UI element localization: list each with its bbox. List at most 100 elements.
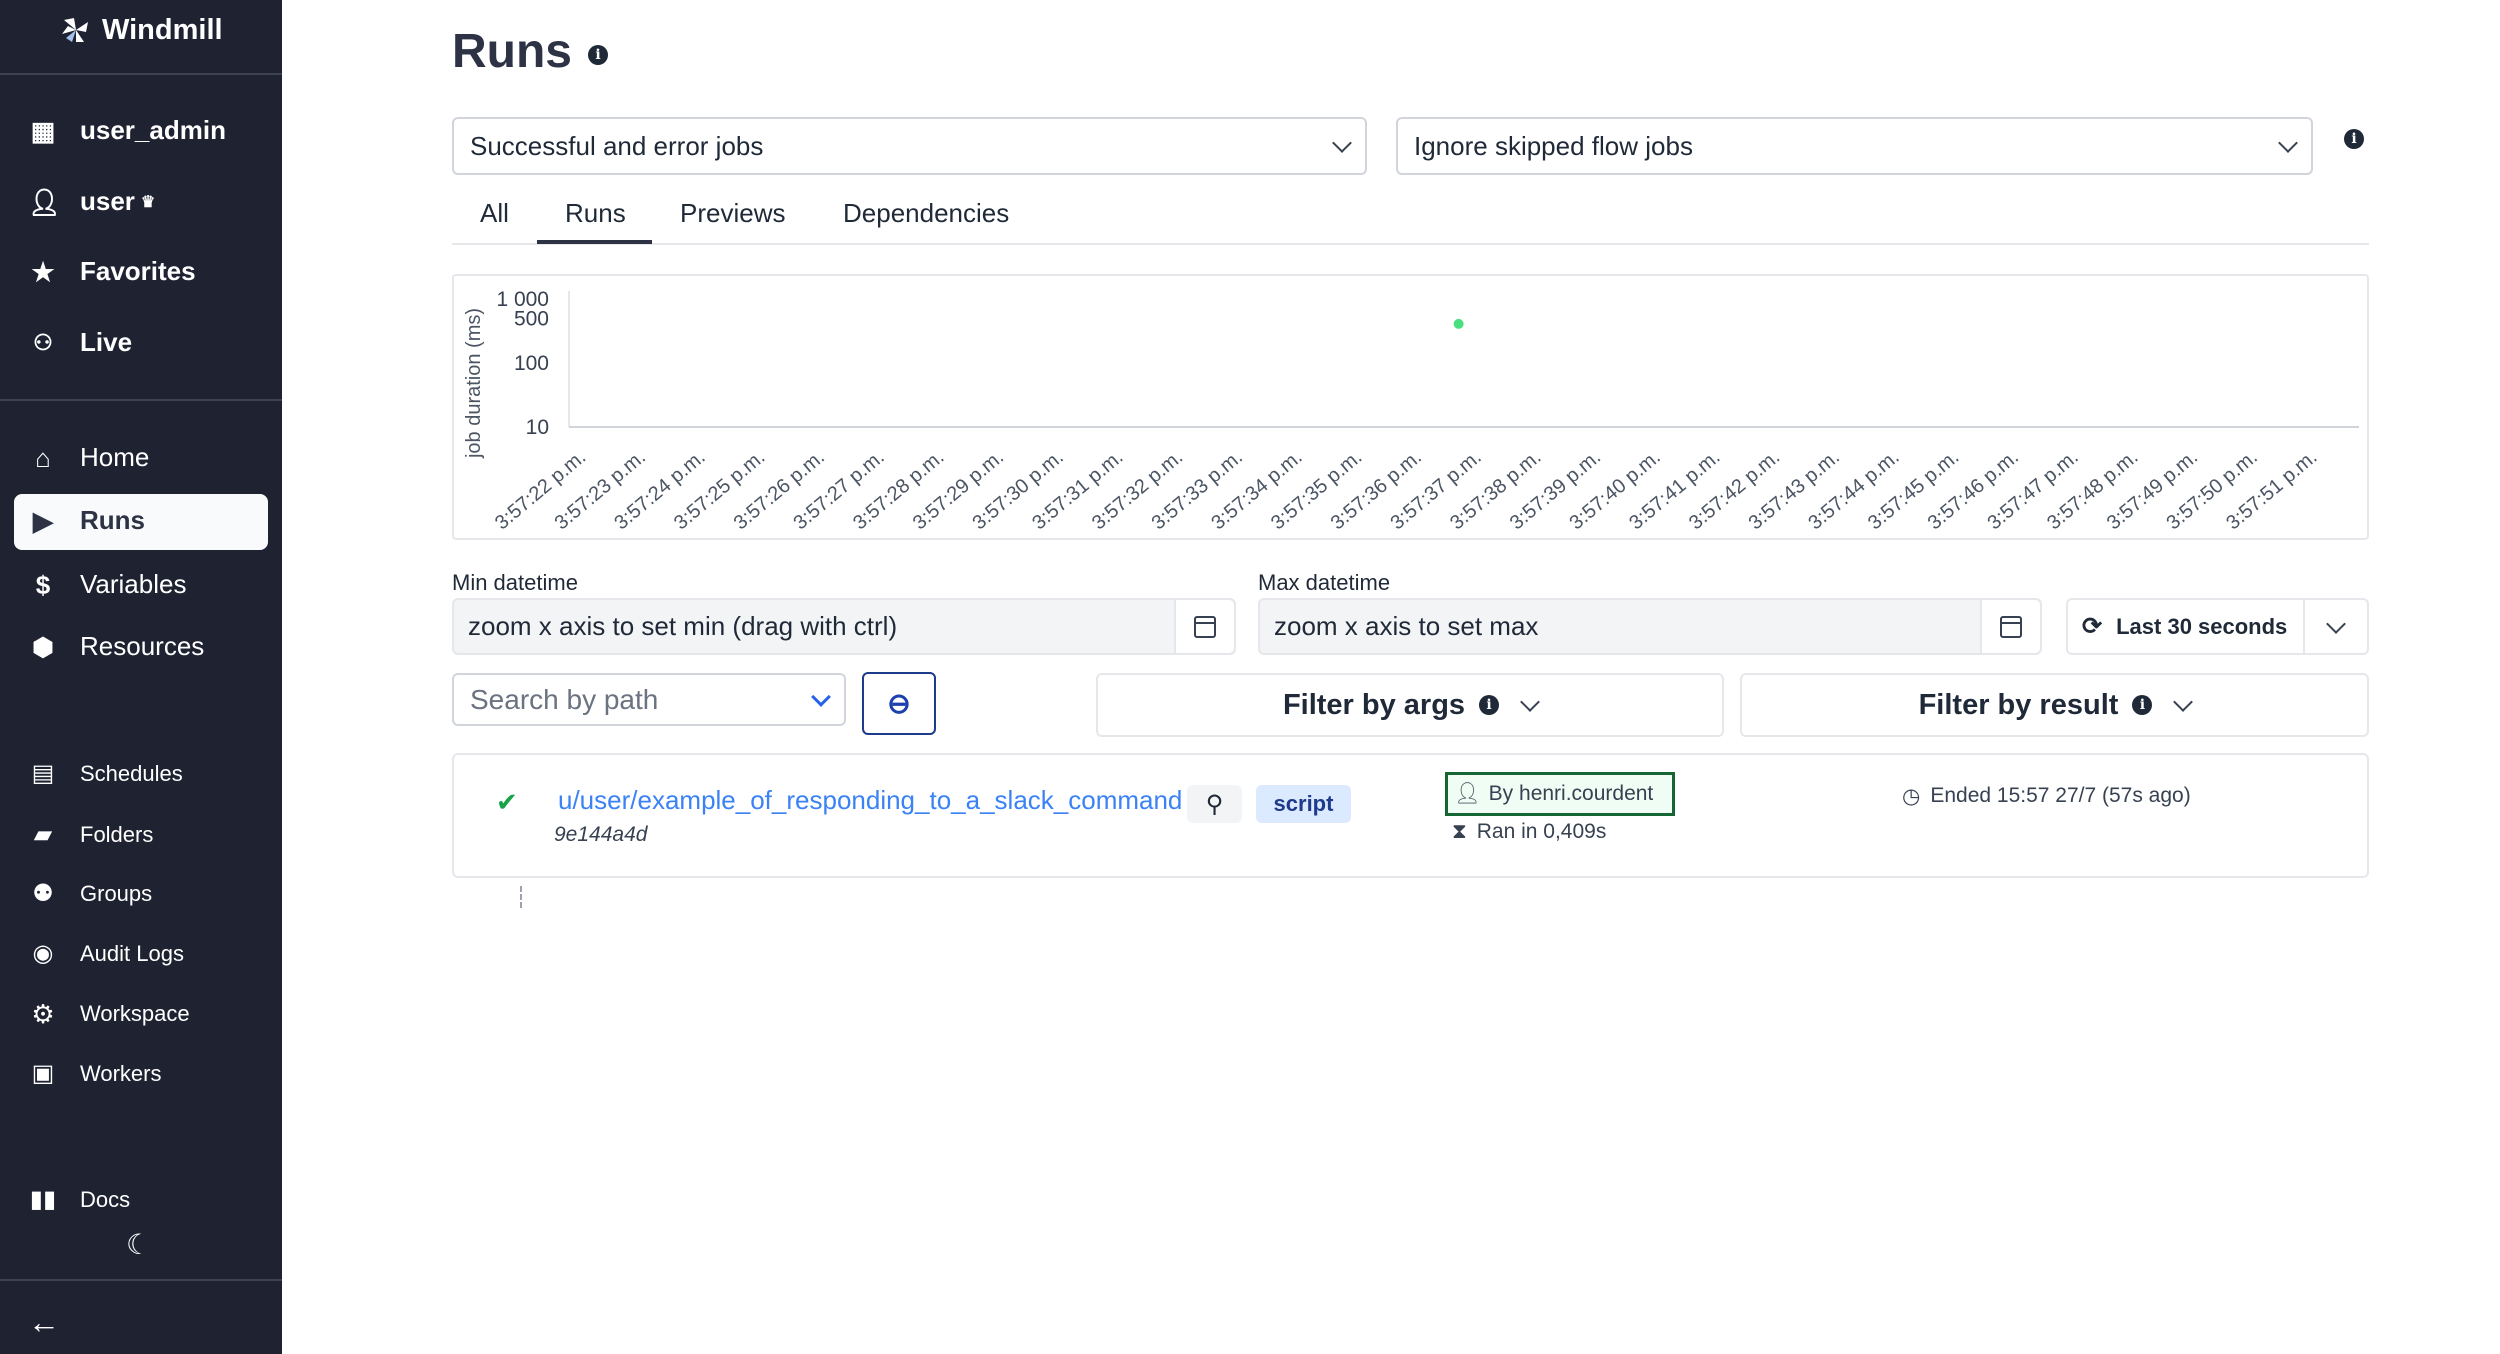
hourglass-icon: ⧗ (1452, 820, 1467, 843)
page-header: Runs i (452, 24, 608, 79)
filter-args-label: Filter by args (1282, 688, 1466, 721)
favorites-label: Favorites (80, 256, 196, 286)
sidebar-item-folders[interactable]: ▰ Folders (28, 821, 154, 848)
min-datetime-label: Min datetime (452, 570, 578, 595)
sidebar: Windmill ▦ user_admin 👤︎ user ♛ ★ Favorites … (0, 0, 282, 1354)
sidebar-item-audit-logs[interactable]: ◉ Audit Logs (28, 941, 184, 967)
sidebar-item-runs[interactable]: ▶ Runs (28, 505, 145, 536)
y-tick-label: 10 (526, 416, 549, 439)
brand-logo[interactable]: Windmill (58, 12, 223, 48)
user-icon: 👤︎ (28, 186, 62, 217)
refresh-range-button[interactable]: ⟳ Last 30 seconds (2068, 600, 2303, 653)
chevron-down-icon (2326, 613, 2346, 634)
max-calendar-button[interactable] (1980, 600, 2040, 653)
nav-label: Resources (80, 631, 205, 661)
collapse-arrow-left-icon[interactable]: ← (28, 1304, 60, 1340)
y-tick-label: 100 (514, 352, 549, 375)
info-icon[interactable]: i (2344, 129, 2364, 149)
users-icon: ⚉ (32, 880, 54, 907)
sidebar-item-workspace[interactable]: ⚙ Workspace (28, 999, 189, 1029)
home-icon: ⌂ (35, 442, 51, 473)
sidebar-item-variables[interactable]: $ Variables (28, 569, 187, 600)
zoom-out-icon: ⊖ (887, 688, 911, 719)
info-icon: i (2132, 695, 2153, 715)
min-datetime-placeholder: zoom x axis to set min (drag with ctrl) (468, 611, 898, 641)
tabs-border (452, 243, 2369, 245)
user-label: user (80, 186, 135, 216)
gear-icon: ⚙ (31, 999, 55, 1029)
filter-by-result-button[interactable]: Filter by result i (1740, 673, 2369, 737)
filter-by-args-button[interactable]: Filter by args i (1096, 673, 1724, 737)
search-icon: ⚲ (1205, 790, 1224, 818)
search-path-placeholder: Search by path (470, 683, 659, 715)
star-icon: ★ (31, 256, 55, 287)
tab-runs[interactable]: Runs (565, 198, 626, 228)
nav-label: Home (80, 442, 150, 472)
info-icon: i (1479, 695, 1500, 715)
calendar-icon (2000, 615, 2022, 638)
page-title: Runs (452, 25, 572, 78)
skipped-value: Ignore skipped flow jobs (1414, 130, 1693, 161)
job-kind-badge: script (1256, 785, 1351, 823)
sidebar-item-docs[interactable]: ▮▮ Docs (28, 1187, 130, 1213)
users-outline-icon: ⚇ (33, 329, 53, 355)
range-label: Last 30 seconds (2116, 613, 2288, 639)
nav-label: Variables (80, 569, 187, 599)
user-icon: 👤︎ (1454, 782, 1481, 805)
sidebar-item-schedules[interactable]: ▤ Schedules (28, 761, 183, 787)
nav-label: Schedules (80, 761, 183, 786)
tab-all[interactable]: All (480, 198, 509, 228)
nav-label: Audit Logs (80, 941, 184, 966)
search-job-button[interactable]: ⚲ (1187, 785, 1242, 823)
user-menu[interactable]: 👤︎ user ♛ (28, 186, 155, 217)
max-datetime-input[interactable]: zoom x axis to set max (1258, 598, 2042, 655)
job-hash: 9e144a4d (554, 823, 648, 846)
y-axis-title: job duration (ms) (463, 308, 485, 459)
sidebar-item-resources[interactable]: ⬢ Resources (28, 631, 205, 662)
y-tick-label: 1 000 (496, 288, 549, 311)
calendar-icon: ▤ (31, 760, 55, 787)
created-by-label: By henri.courdent (1488, 782, 1654, 805)
favorites-menu[interactable]: ★ Favorites (28, 256, 196, 287)
filter-result-label: Filter by result (1918, 688, 2119, 721)
nav-label: Runs (80, 505, 145, 535)
min-datetime-input[interactable]: zoom x axis to set min (drag with ctrl) (452, 598, 1236, 655)
play-icon: ▶ (33, 505, 53, 536)
chevron-down-icon (811, 686, 831, 707)
dark-mode-toggle-moon-icon[interactable]: ☾ (126, 1229, 152, 1260)
skipped-jobs-select[interactable]: Ignore skipped flow jobs (1396, 117, 2313, 175)
table-row[interactable]: ✔ u/user/example_of_responding_to_a_slac… (452, 753, 2369, 878)
info-icon[interactable]: i (588, 44, 608, 65)
chevron-down-icon (1520, 692, 1540, 712)
zoom-out-button[interactable]: ⊖ (862, 672, 936, 735)
sidebar-item-home[interactable]: ⌂ Home (28, 442, 149, 473)
robot-icon: ▣ (31, 1060, 55, 1087)
duration-chart[interactable]: job duration (ms) 10 100 500 1 000 3:57:22 p.… (452, 274, 2369, 540)
duration: ⧗ Ran in 0,409s (1452, 820, 1606, 844)
search-path-select[interactable]: Search by path (452, 673, 846, 726)
cubes-icon: ⬢ (31, 631, 55, 662)
divider (0, 73, 282, 75)
job-path-link[interactable]: u/user/example_of_responding_to_a_slack_… (558, 785, 1183, 815)
workspace-label: user_admin (80, 115, 226, 145)
y-tick-label: 500 (514, 307, 549, 330)
sidebar-item-workers[interactable]: ▣ Workers (28, 1061, 162, 1087)
book-icon: ▮▮ (29, 1186, 57, 1213)
created-by[interactable]: 👤︎ By henri.courdent (1445, 772, 1675, 816)
ended-label: Ended 15:57 27/7 (57s ago) (1930, 784, 2191, 807)
duration-label: Ran in 0,409s (1476, 820, 1607, 843)
clock-icon: ◷ (1902, 785, 1921, 808)
tab-previews[interactable]: Previews (680, 198, 786, 228)
folder-icon: ▰ (33, 821, 53, 848)
min-calendar-button[interactable] (1174, 600, 1234, 653)
windmill-logo-icon (62, 18, 88, 42)
job-kind-select[interactable]: Successful and error jobs (452, 117, 1367, 175)
range-dropdown-button[interactable] (2303, 600, 2367, 653)
active-tab-underline (537, 240, 652, 244)
workspace-menu[interactable]: ▦ user_admin (28, 115, 226, 146)
live-menu[interactable]: ⚇ Live (28, 327, 132, 358)
sidebar-item-groups[interactable]: ⚉ Groups (28, 881, 152, 907)
time-range-picker: ⟳ Last 30 seconds (2066, 598, 2369, 655)
ended-time: ◷ Ended 15:57 27/7 (57s ago) (1902, 784, 2191, 809)
tab-dependencies[interactable]: Dependencies (843, 198, 1010, 228)
